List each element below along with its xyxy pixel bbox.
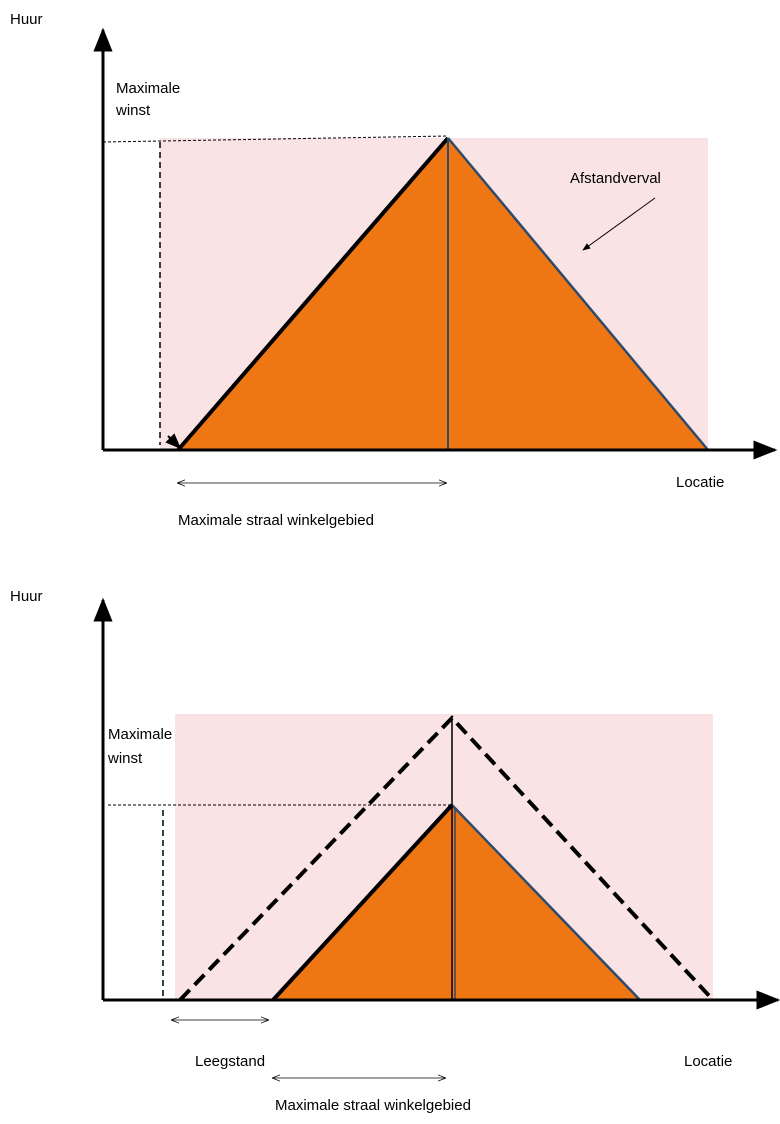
pointer-arrow <box>582 197 656 251</box>
max-label: Maximale <box>116 80 180 97</box>
diagram-bottom: Huur Maximale winst Locatie Leegstand Ma… <box>10 588 780 1114</box>
rent-slope <box>447 137 709 451</box>
x-axis-label: Locatie <box>676 474 724 491</box>
guide-line <box>102 135 449 143</box>
rent-slope <box>451 804 641 1001</box>
rent-triangle <box>178 138 708 450</box>
rent-slope <box>176 136 450 452</box>
rent-slope <box>271 803 454 1002</box>
vacancy-label: Leegstand <box>195 1053 265 1070</box>
old-rent-outline <box>178 715 715 1002</box>
decay-label: Afstandverval <box>570 170 661 187</box>
y-axis-label: Huur <box>10 11 43 28</box>
pointer-arrow <box>165 433 182 450</box>
x-axis-label: Locatie <box>684 1053 732 1070</box>
y-axis-label: Huur <box>10 588 43 605</box>
rent-triangle <box>273 805 640 1000</box>
diagram-top: Huur Maximale winst Afstandverval Locati… <box>10 11 778 529</box>
radius-label: Maximale straal winkelgebied <box>275 1097 471 1114</box>
radius-label: Maximale straal winkelgebied <box>178 512 374 529</box>
max-label: winst <box>115 102 151 119</box>
max-label: Maximale <box>108 726 172 743</box>
max-label: winst <box>107 750 143 767</box>
